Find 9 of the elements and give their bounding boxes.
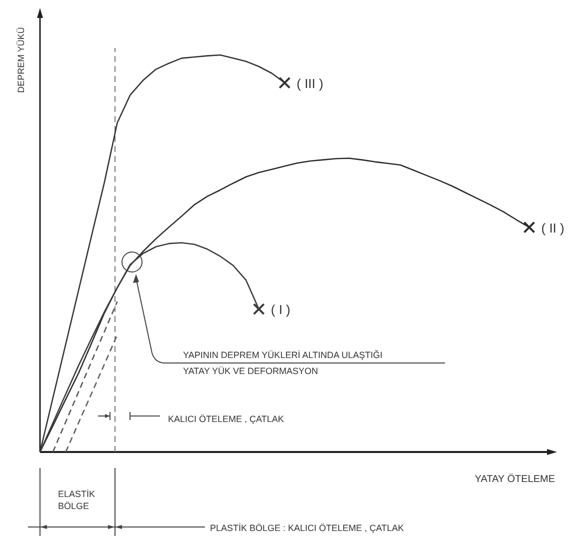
y-axis-title: DEPREM YÜKÜ xyxy=(16,27,26,93)
text: PLASTİK BÖLGE : KALICI ÖTELEME , ÇATLAK xyxy=(210,523,404,533)
series-label: ( III ) xyxy=(296,76,324,91)
annotation: YAPININ DEPREM YÜKLERİ ALTINDA ULAŞTIĞI YATAY YÜK VE DEFORMASYON xyxy=(183,350,383,376)
series-label: ( II ) xyxy=(541,220,564,236)
annotation: KALICI ÖTELEME , ÇATLAK xyxy=(168,414,284,424)
series-label: ( I ) xyxy=(270,302,290,318)
x-axis-title: YATAY ÖTELEME xyxy=(474,473,556,485)
text: ELASTİK BÖLGE xyxy=(58,489,96,511)
